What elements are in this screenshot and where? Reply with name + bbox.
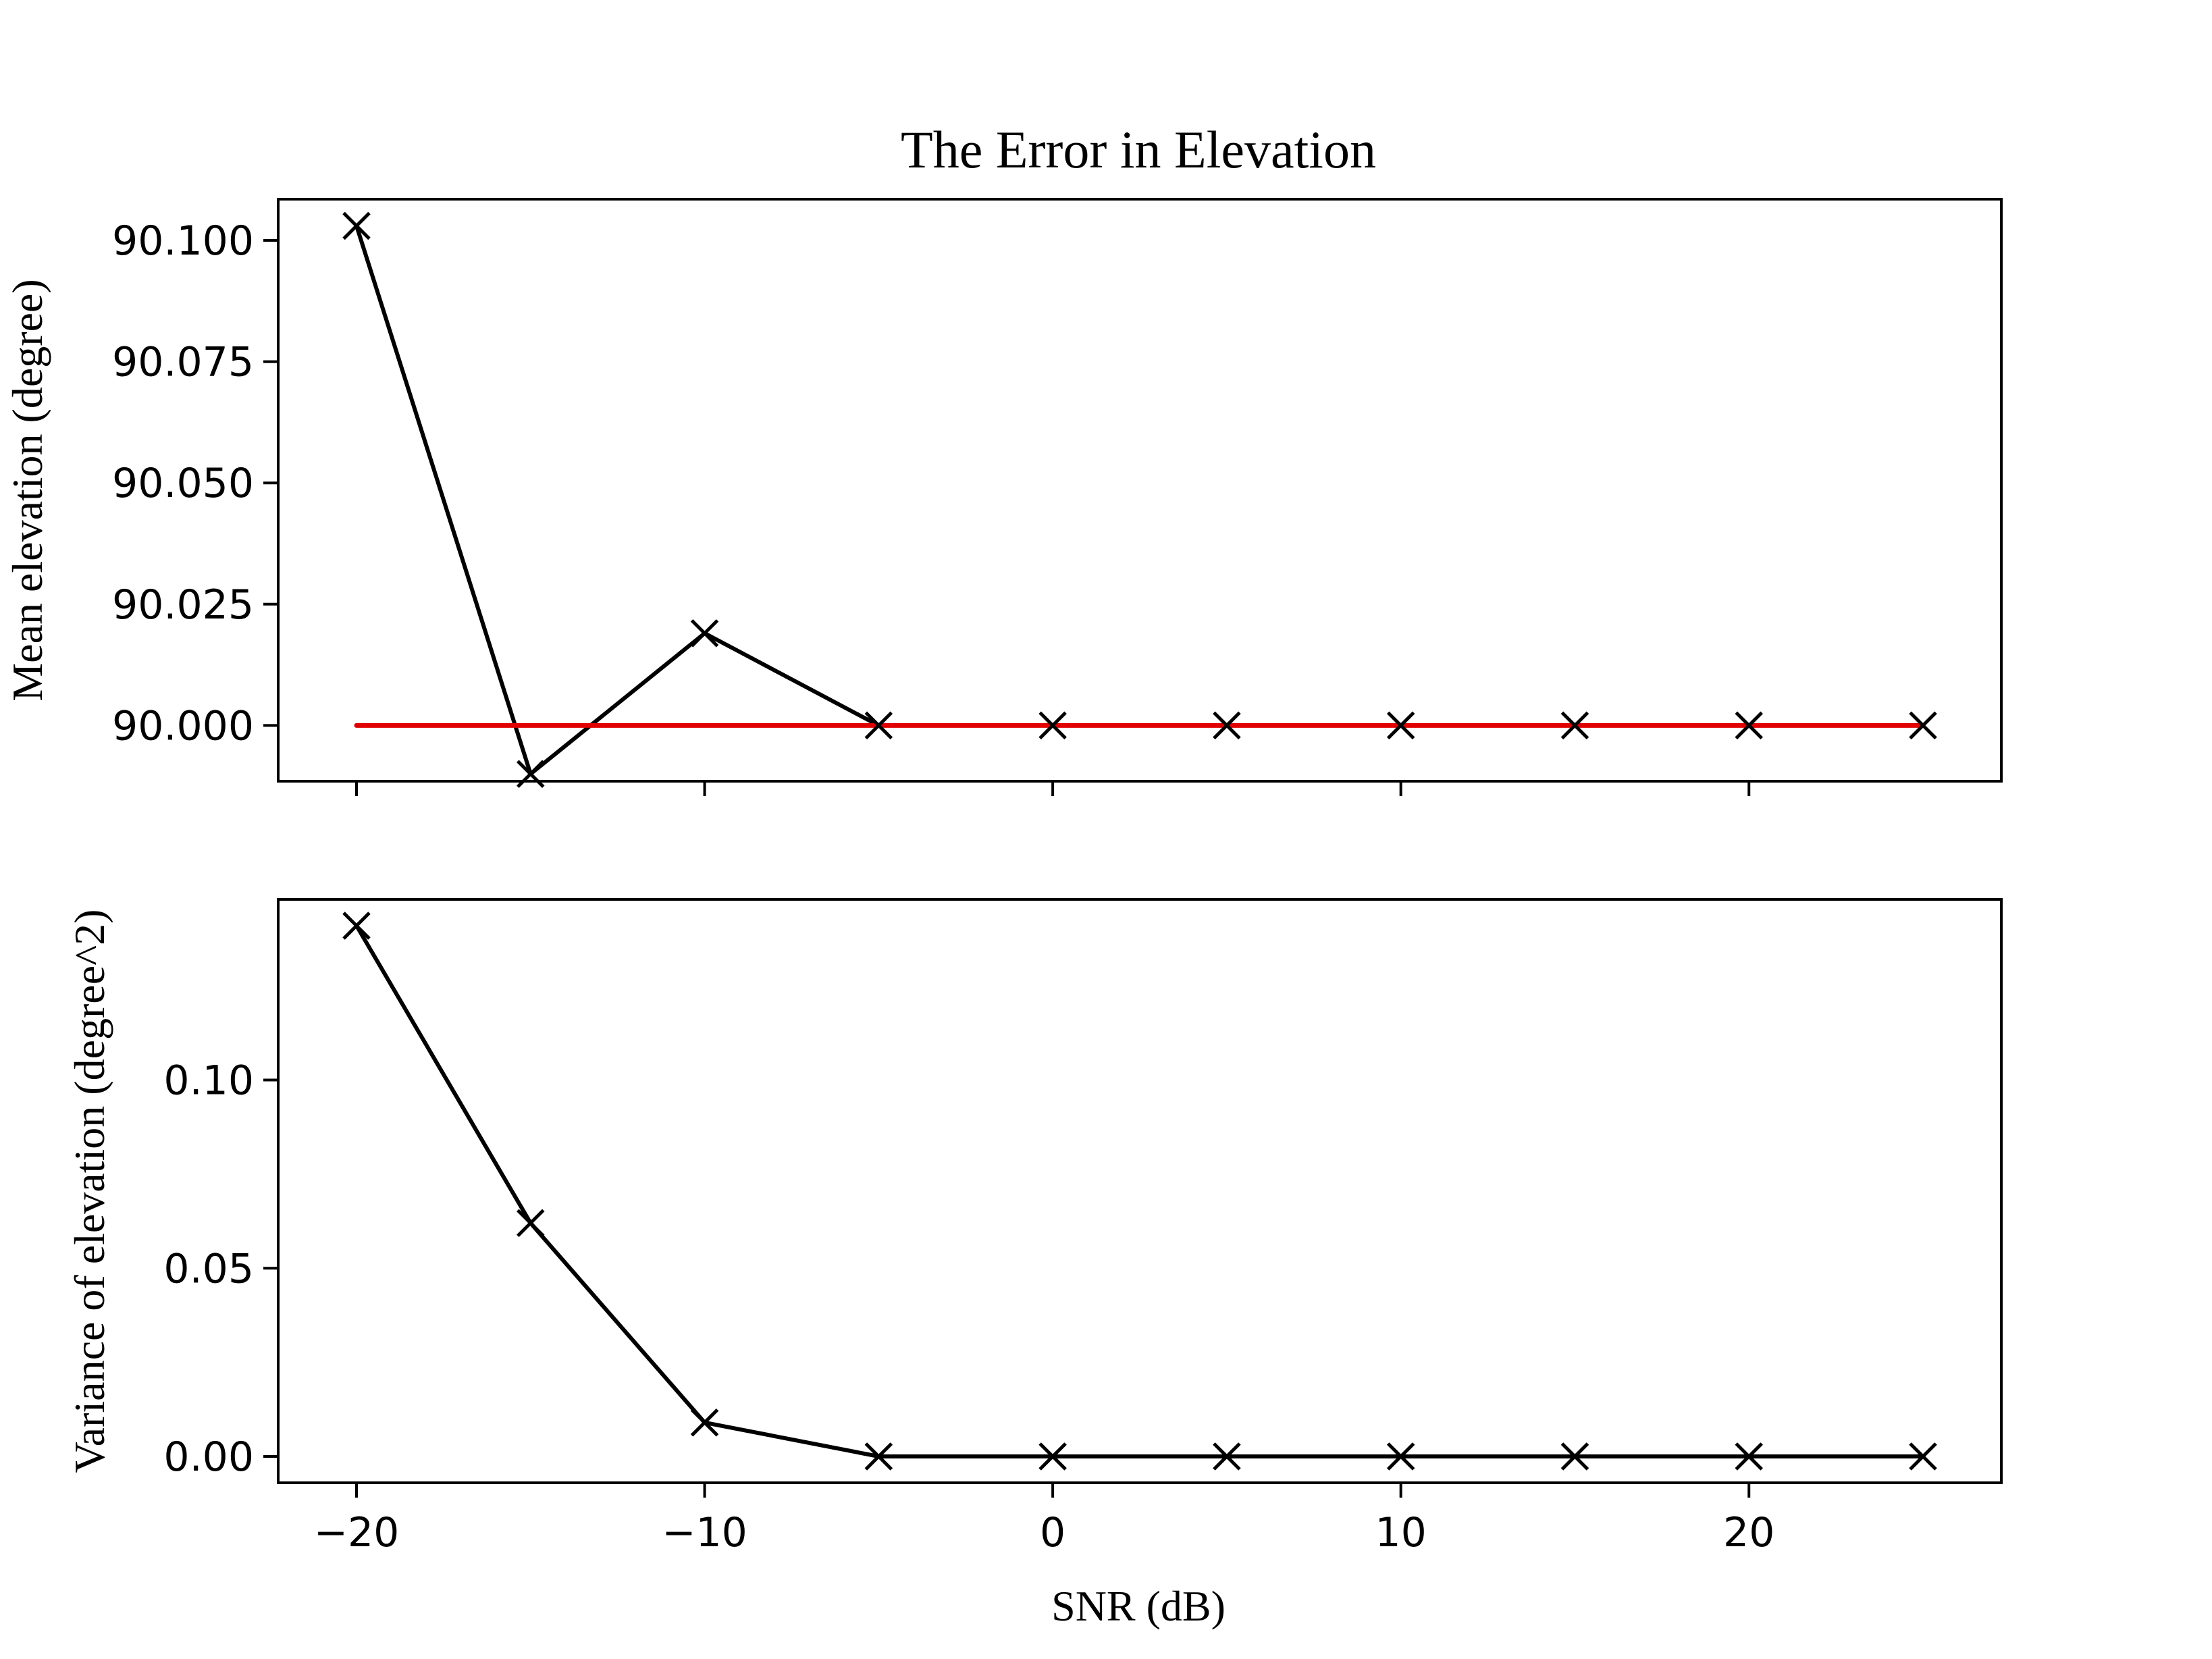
data-point-marker <box>864 711 893 740</box>
data-point-marker <box>1560 711 1589 740</box>
y-tick-label: 90.075 <box>112 339 254 386</box>
data-point-marker <box>864 1442 893 1471</box>
marker-stroke <box>1386 1442 1415 1471</box>
y-tick-label: 0.10 <box>163 1057 254 1105</box>
y-tick-label: 90.050 <box>112 460 254 507</box>
data-point-marker <box>1213 711 1241 740</box>
data-point-marker <box>1909 1442 1937 1471</box>
marker-stroke <box>1560 1442 1589 1471</box>
bottom-axis-ticks: 0.00 0.05 0.10 −20 −10 0 10 20 <box>163 1057 1774 1556</box>
top-y-axis-label: Mean elevation (degree) <box>3 279 51 701</box>
bottom-plot-frame <box>277 898 2003 1484</box>
y-tick-label: 90.000 <box>112 702 254 749</box>
marker-stroke <box>1735 1442 1763 1471</box>
marker-stroke <box>1038 711 1067 740</box>
data-point-marker <box>1735 1442 1763 1471</box>
x-tick-label: −10 <box>662 1509 747 1556</box>
chart-title: The Error in Elevation <box>901 120 1376 179</box>
marker-stroke <box>1213 1442 1241 1471</box>
data-point-marker <box>1386 1442 1415 1471</box>
top-axis-ticks: 90.000 90.025 90.050 90.075 90.100 <box>112 217 1751 796</box>
marker-stroke <box>517 1209 545 1238</box>
data-point-marker <box>1213 1442 1241 1471</box>
marker-stroke <box>1909 1442 1937 1471</box>
data-point-marker <box>1386 711 1415 740</box>
x-axis-label: SNR (dB) <box>1051 1582 1226 1630</box>
data-point-marker <box>1909 711 1937 740</box>
marker-stroke <box>1909 711 1937 740</box>
bottom-y-axis-label: Variance of elevation (degree^2) <box>65 910 113 1473</box>
data-point-marker <box>690 1408 719 1437</box>
x-tick-label: −20 <box>314 1509 400 1556</box>
marker-stroke <box>342 912 371 940</box>
x-tick-label: 10 <box>1375 1509 1426 1556</box>
y-tick-label: 0.05 <box>163 1245 254 1292</box>
bottom-series-layer <box>342 912 1937 1471</box>
top-series-layer <box>342 211 1937 788</box>
marker-stroke <box>690 619 719 648</box>
marker-stroke <box>864 711 893 740</box>
data-point-marker <box>690 619 719 648</box>
data-point-marker <box>1038 1442 1067 1471</box>
data-point-marker <box>1560 1442 1589 1471</box>
marker-stroke <box>1386 711 1415 740</box>
top-plot-frame <box>277 198 2003 783</box>
y-tick-label: 90.100 <box>112 217 254 265</box>
marker-stroke <box>690 1408 719 1437</box>
y-tick-label: 90.025 <box>112 581 254 629</box>
data-point-marker <box>1038 711 1067 740</box>
mean-elevation-plot: 90.000 90.025 90.050 90.075 90.100 Mean elev… <box>3 198 2003 796</box>
data-point-marker <box>517 1209 545 1238</box>
marker-stroke <box>1735 711 1763 740</box>
marker-stroke <box>864 1442 893 1471</box>
y-tick-label: 0.00 <box>163 1433 254 1481</box>
data-point-marker <box>342 912 371 940</box>
marker-stroke <box>1038 1442 1067 1471</box>
marker-stroke <box>342 211 371 240</box>
x-tick-label: 20 <box>1723 1509 1774 1556</box>
variance-elevation-plot: 0.00 0.05 0.10 −20 −10 0 10 20 Variance of elev… <box>65 898 2003 1630</box>
data-point-marker <box>1735 711 1763 740</box>
marker-stroke <box>1213 711 1241 740</box>
series-line-0 <box>354 924 1925 1458</box>
data-point-marker <box>342 211 371 240</box>
x-tick-label: 0 <box>1040 1509 1065 1556</box>
marker-stroke <box>1560 711 1589 740</box>
